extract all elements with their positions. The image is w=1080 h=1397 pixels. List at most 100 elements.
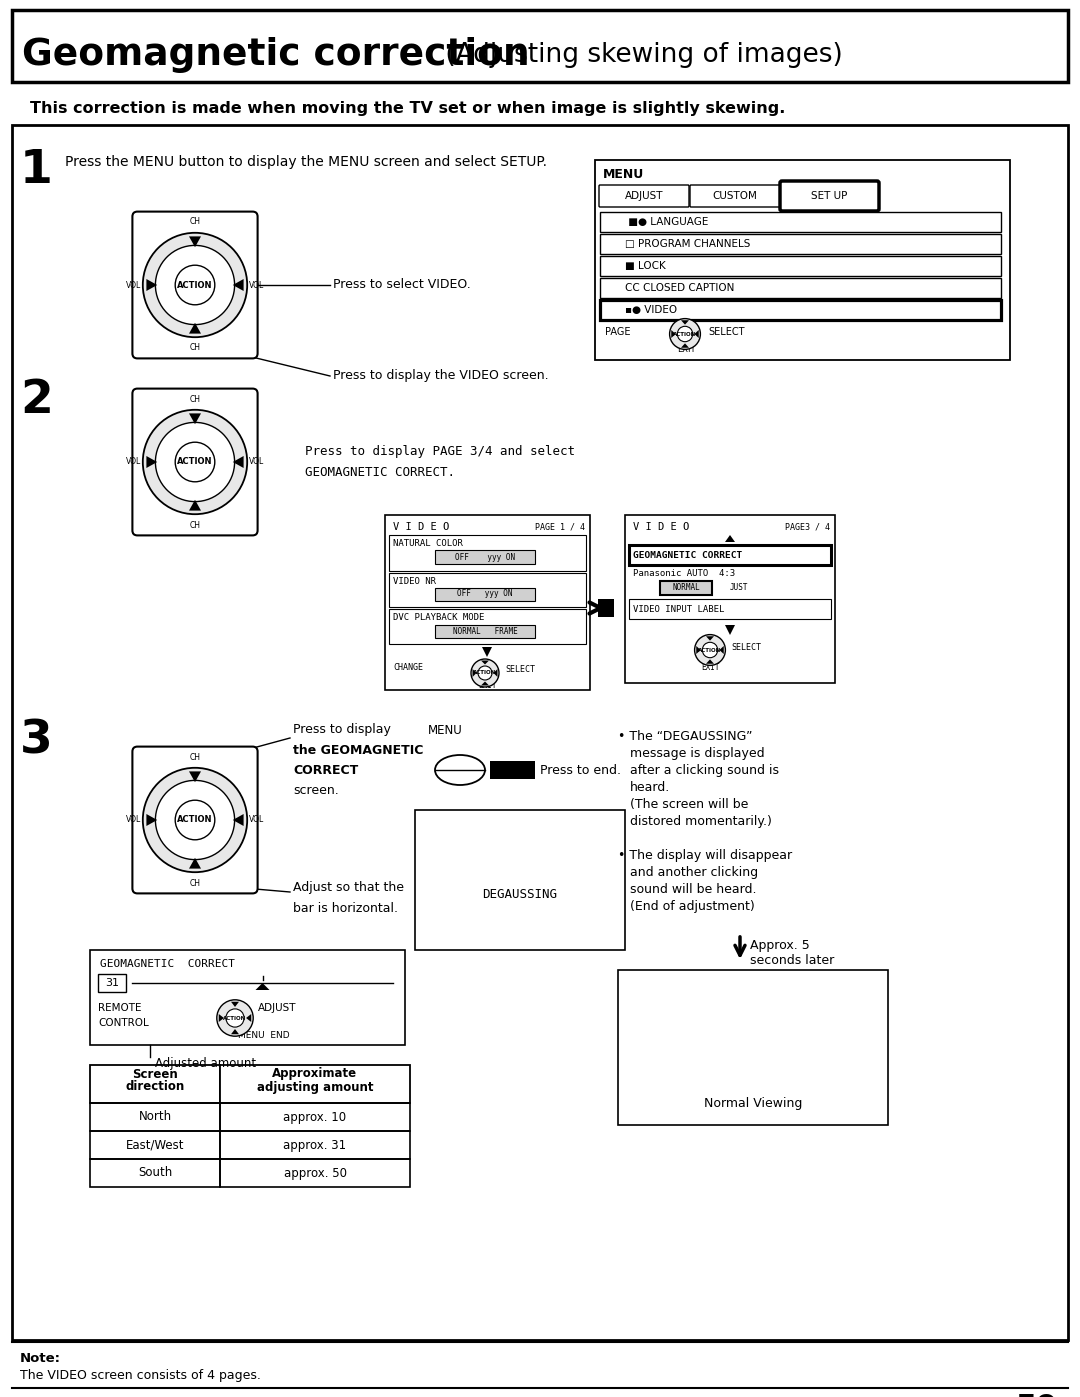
Text: ADJUST: ADJUST [258,1003,297,1013]
Polygon shape [233,279,244,291]
Text: (The screen will be: (The screen will be [630,798,748,812]
Text: and another clicking: and another clicking [630,866,758,879]
Circle shape [226,1009,244,1027]
Text: approx. 31: approx. 31 [283,1139,347,1151]
Bar [625,515,835,683]
Text: adjusting amount: adjusting amount [257,1080,374,1094]
Bar [435,624,535,638]
Text: Press to display: Press to display [293,724,391,736]
Text: EXIT: EXIT [701,662,719,672]
Polygon shape [231,1002,239,1007]
Text: MENU  END: MENU END [238,1031,289,1039]
Circle shape [175,265,215,305]
Text: CH: CH [189,344,201,352]
Bar [12,124,1068,1340]
Text: DEGAUSSING: DEGAUSSING [483,888,557,901]
Text: Geomagnetic correction: Geomagnetic correction [22,36,529,73]
Circle shape [217,1000,253,1037]
Text: • The “DEGAUSSING”: • The “DEGAUSSING” [618,731,753,743]
Polygon shape [706,636,714,641]
Bar [220,1132,410,1160]
Circle shape [143,233,247,337]
Bar [600,278,1001,298]
Text: bar is horizontal.: bar is horizontal. [293,901,399,915]
Text: GEOMAGNETIC  CORRECT: GEOMAGNETIC CORRECT [100,958,235,970]
Bar [384,515,590,690]
Polygon shape [147,814,158,826]
Text: JUST: JUST [730,584,748,592]
Text: MENU: MENU [603,168,645,180]
Bar [98,974,126,992]
Text: 1: 1 [21,148,53,193]
Circle shape [143,409,247,514]
Bar [629,545,831,564]
Text: Press to end.: Press to end. [540,764,621,777]
Polygon shape [256,983,270,990]
FancyBboxPatch shape [133,211,258,359]
Text: 3: 3 [21,718,53,763]
Text: SELECT: SELECT [731,643,761,651]
Polygon shape [189,236,201,247]
Polygon shape [231,1030,239,1034]
Text: VOL: VOL [249,457,265,467]
Text: CHANGE: CHANGE [393,662,423,672]
Text: the GEOMAGNETIC: the GEOMAGNETIC [293,743,423,757]
Text: (End of adjustment): (End of adjustment) [630,900,755,914]
Polygon shape [706,659,714,664]
Bar [618,970,888,1125]
Text: SELECT: SELECT [505,665,535,673]
Circle shape [143,768,247,872]
Bar [220,1104,410,1132]
Polygon shape [147,455,158,468]
Text: Adjust so that the: Adjust so that the [293,882,404,894]
Text: ACTION: ACTION [177,281,213,289]
Polygon shape [681,320,689,324]
Text: NORMAL: NORMAL [672,584,700,592]
Polygon shape [189,323,201,334]
Text: Approximate: Approximate [272,1067,357,1080]
Bar [220,1160,410,1187]
Bar [90,950,405,1045]
Text: East/West: East/West [125,1139,185,1151]
Text: approx. 10: approx. 10 [283,1111,347,1123]
Text: 31: 31 [105,978,119,988]
Bar [600,235,1001,254]
Text: CH: CH [189,753,201,761]
Text: South: South [138,1166,172,1179]
Text: distored momentarily.): distored momentarily.) [630,814,772,828]
Bar [389,609,586,644]
Text: Approx. 5: Approx. 5 [750,940,810,953]
Text: This correction is made when moving the TV set or when image is slightly skewing: This correction is made when moving the … [30,101,785,116]
Text: Press to display PAGE 3/4 and select: Press to display PAGE 3/4 and select [305,446,575,458]
Text: VOL: VOL [125,816,140,824]
Text: Note:: Note: [21,1351,60,1365]
Text: ACTION: ACTION [473,671,497,676]
Text: ACTION: ACTION [224,1016,246,1020]
Text: Screen: Screen [132,1067,178,1080]
Text: SET UP: SET UP [811,191,847,201]
Circle shape [156,246,234,324]
Polygon shape [219,1014,224,1023]
Text: approx. 50: approx. 50 [283,1166,347,1179]
Bar [595,161,1010,360]
Text: Press to select VIDEO.: Press to select VIDEO. [333,278,471,292]
Bar [90,1160,220,1187]
Bar [600,256,1001,277]
Text: ▪● VIDEO: ▪● VIDEO [625,305,677,314]
Polygon shape [189,414,201,425]
Bar [90,1104,220,1132]
Polygon shape [481,661,489,665]
Text: V I D E O: V I D E O [393,522,449,532]
Circle shape [478,666,492,680]
Text: DVC PLAYBACK MODE: DVC PLAYBACK MODE [393,613,484,623]
Text: OFF    yyy ON: OFF yyy ON [455,552,515,562]
Polygon shape [725,624,735,636]
Text: Normal Viewing: Normal Viewing [704,1097,802,1109]
Text: PAGE3 / 4: PAGE3 / 4 [785,522,831,531]
Bar [12,10,1068,82]
Text: seconds later: seconds later [750,954,834,968]
Text: VOL: VOL [125,457,140,467]
Ellipse shape [435,754,485,785]
Text: CH: CH [189,521,201,529]
Circle shape [702,643,718,658]
